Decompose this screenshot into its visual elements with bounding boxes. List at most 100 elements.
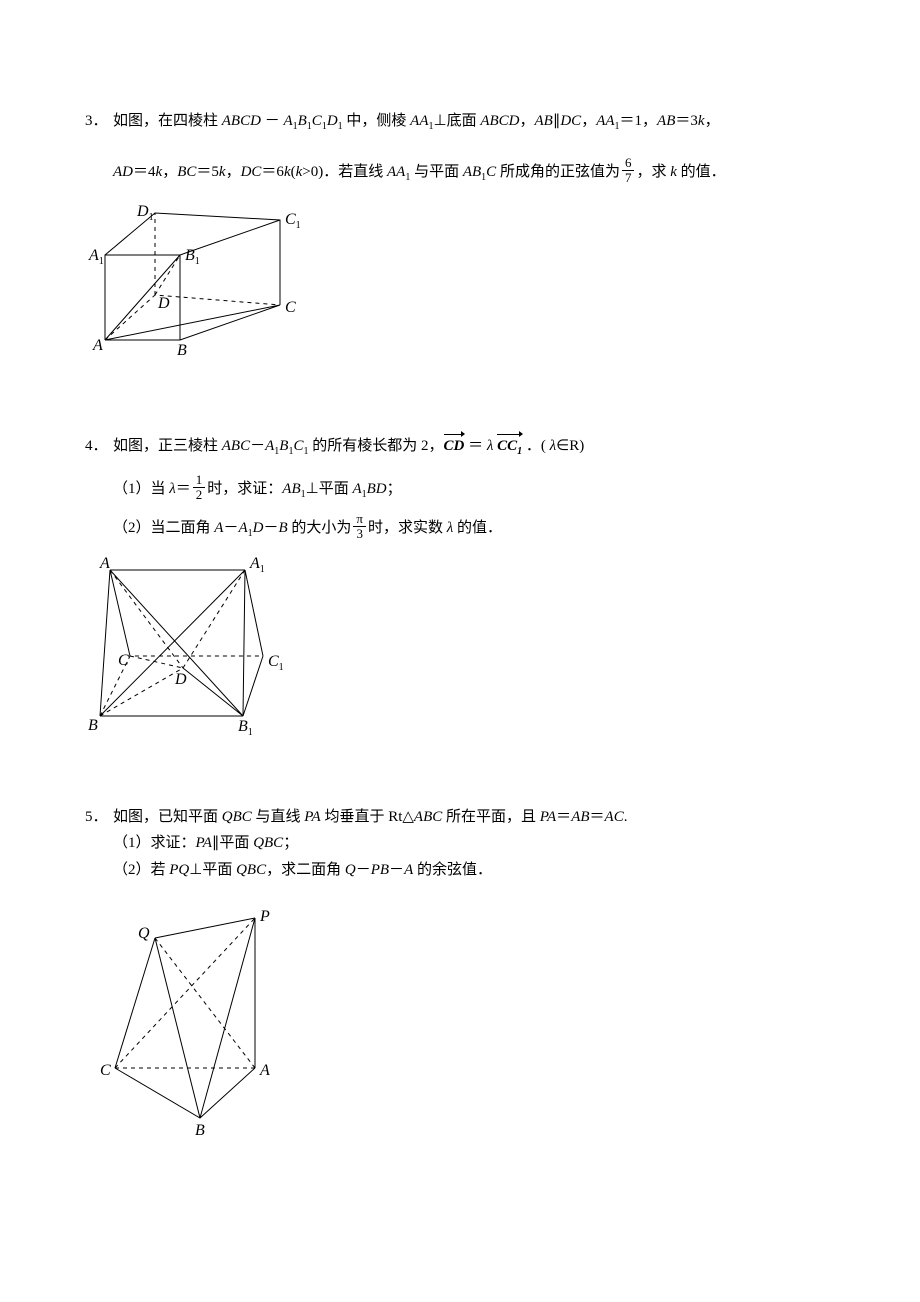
t: ＝3: [675, 113, 698, 129]
problem-4-figure: A A1 C C1 D B B1: [85, 556, 295, 736]
t: 与直线: [252, 809, 305, 825]
t: ＝: [556, 809, 571, 825]
t: ，: [581, 113, 596, 129]
t: 6: [622, 156, 635, 170]
t: AD: [113, 164, 133, 180]
t: A: [238, 520, 247, 536]
t: （1）当: [113, 481, 169, 497]
t: 的余弦值．: [413, 862, 492, 878]
t: 如图，正三棱柱: [113, 438, 222, 454]
t: ＝6: [261, 164, 284, 180]
t: .: [624, 809, 628, 825]
t: 中，侧棱: [343, 113, 411, 129]
t: DC: [241, 164, 262, 180]
t: ABCD: [480, 113, 519, 129]
t: ；: [387, 481, 402, 497]
lbl-B: B: [88, 717, 98, 734]
t: （2）当二面角: [113, 520, 214, 536]
problem-3-body: 如图，在四棱柱 ABCD － A1B1C1D1 中，侧棱 AA1⊥底面 ABCD…: [113, 110, 840, 192]
t: ，求二面角: [266, 862, 345, 878]
t: （1）求证：: [113, 835, 196, 851]
problem-5-number: 5．: [85, 806, 113, 829]
t: AA: [596, 113, 614, 129]
t: ＝4: [133, 164, 156, 180]
t: PA: [304, 809, 320, 825]
lbl-C: C: [285, 299, 296, 316]
lbl-C1: C1: [268, 653, 284, 673]
t: ，: [705, 113, 720, 129]
t: ⊥平面: [189, 862, 236, 878]
t: －: [250, 438, 265, 454]
t: ＝5: [196, 164, 219, 180]
t: λ: [487, 438, 494, 454]
t: k: [219, 164, 226, 180]
t: ＝: [176, 481, 191, 497]
t: ⊥平面: [306, 481, 353, 497]
t: 时，求证：: [207, 481, 282, 497]
t: 所在平面，且: [442, 809, 540, 825]
t: AB: [571, 809, 589, 825]
lbl-B1: B1: [185, 247, 200, 267]
lbl-B: B: [177, 342, 187, 359]
t: AB: [535, 113, 553, 129]
t: （2）若: [113, 862, 169, 878]
problem-5-body: 如图，已知平面 QBC 与直线 PA 均垂直于 Rt△ABC 所在平面，且 PA…: [113, 806, 840, 886]
t: QBC: [236, 862, 266, 878]
lbl-B: B: [195, 1122, 205, 1139]
t: ＝1，: [620, 113, 658, 129]
problem-5: 5． 如图，已知平面 QBC 与直线 PA 均垂直于 Rt△ABC 所在平面，且…: [85, 806, 840, 1144]
problem-4: 4． 如图，正三棱柱 ABC－A1B1C1 的所有棱长都为 2，CD ＝ λ C…: [85, 435, 840, 736]
t: 所成角的正弦值为: [496, 164, 620, 180]
lbl-D: D: [157, 295, 170, 312]
t: A: [283, 113, 292, 129]
t: A: [265, 438, 274, 454]
t: BD: [367, 481, 387, 497]
t: ∥平面: [212, 835, 253, 851]
lbl-A1: A1: [88, 247, 104, 267]
t: 3: [353, 526, 366, 541]
t: －: [263, 520, 278, 536]
t: QBC: [222, 809, 252, 825]
t: BC: [177, 164, 196, 180]
t: π: [353, 512, 366, 526]
lbl-D: D: [174, 671, 187, 688]
t: －: [223, 520, 238, 536]
t: B: [278, 520, 287, 536]
t: 与平面: [410, 164, 463, 180]
problem-3: 3． 如图，在四棱柱 ABCD － A1B1C1D1 中，侧棱 AA1⊥底面 A…: [85, 110, 840, 365]
t: 的值．: [677, 164, 726, 180]
t: k: [284, 164, 291, 180]
lbl-P: P: [259, 908, 270, 925]
t: －: [389, 862, 404, 878]
t: A: [352, 481, 361, 497]
t: ，: [162, 164, 177, 180]
t: AB: [282, 481, 300, 497]
t: ABC: [414, 809, 442, 825]
t: ，求: [636, 164, 670, 180]
lbl-Q: Q: [138, 925, 150, 942]
t: C: [293, 438, 303, 454]
t: ABC: [222, 438, 250, 454]
lbl-C1: C1: [285, 211, 301, 231]
t: >0)．若直线: [302, 164, 387, 180]
lbl-B1: B1: [238, 718, 253, 736]
page: 3． 如图，在四棱柱 ABCD － A1B1C1D1 中，侧棱 AA1⊥底面 A…: [0, 0, 920, 1273]
t: PA: [540, 809, 556, 825]
vec-cd: CD: [444, 435, 465, 458]
t: ＝: [464, 438, 487, 454]
t: 1: [193, 473, 206, 487]
lbl-A: A: [92, 337, 103, 354]
t: D: [327, 113, 338, 129]
problem-5-figure: P Q A C B: [100, 903, 300, 1143]
problem-4-number: 4．: [85, 435, 113, 458]
lbl-C: C: [118, 652, 129, 669]
t: ∈R): [556, 438, 584, 454]
lbl-D1: D1: [136, 203, 154, 223]
t: AA: [387, 164, 405, 180]
t: 7: [622, 170, 635, 185]
t: ⊥底面: [434, 113, 481, 129]
t: AB: [657, 113, 675, 129]
t: ＝: [590, 809, 605, 825]
t: ABCD: [222, 113, 261, 129]
t: 的值．: [453, 520, 502, 536]
